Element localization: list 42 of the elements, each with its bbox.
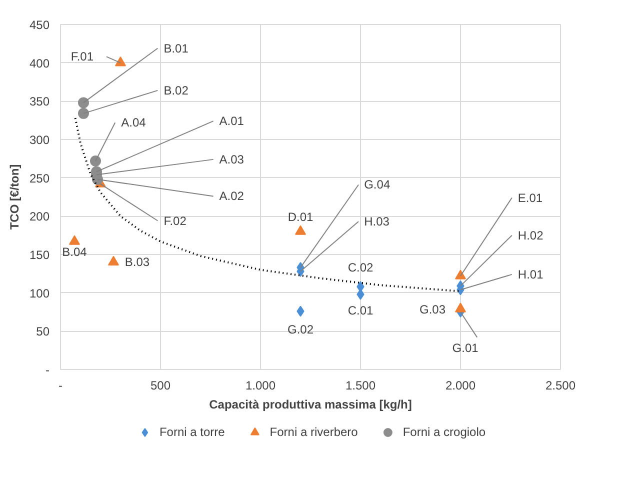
annotation: G.01 bbox=[452, 341, 479, 356]
annotation: G.04 bbox=[364, 178, 390, 192]
y-tick-label: 350 bbox=[29, 94, 50, 109]
annotation: A.03 bbox=[219, 152, 244, 166]
y-tick-label: 450 bbox=[29, 18, 50, 32]
x-tick-label: 1.500 bbox=[345, 378, 376, 392]
annotation: B.02 bbox=[164, 83, 189, 98]
y-tick-label: 200 bbox=[29, 210, 50, 224]
annotation: A.02 bbox=[219, 189, 244, 204]
y-tick-label: 150 bbox=[29, 248, 50, 262]
x-tick-label: 2.000 bbox=[445, 378, 476, 392]
x-tick-label: 2.500 bbox=[545, 378, 576, 392]
y-tick-label: 300 bbox=[29, 133, 50, 147]
legend-label: Forni a riverbero bbox=[270, 425, 358, 439]
y-tick-label: 400 bbox=[29, 56, 50, 70]
x-tick-label: 500 bbox=[150, 378, 171, 392]
annotation: H.01 bbox=[518, 267, 544, 282]
x-axis-title: Capacità produttiva massima [kg/h] bbox=[209, 398, 412, 412]
annotation: C.01 bbox=[348, 303, 374, 318]
annotation: A.04 bbox=[121, 116, 146, 130]
x-tick-label: - bbox=[58, 378, 62, 392]
annotation: C.02 bbox=[348, 260, 374, 275]
annotation: A.01 bbox=[219, 114, 244, 128]
annotation: F.02 bbox=[164, 214, 187, 228]
annotation: B.01 bbox=[164, 41, 189, 56]
annotation: D.01 bbox=[288, 210, 314, 224]
y-tick-label: 50 bbox=[36, 324, 50, 339]
x-tick-label: 1.000 bbox=[245, 378, 276, 392]
annotation: G.03 bbox=[419, 302, 446, 317]
annotation: F.01 bbox=[70, 50, 94, 64]
annotation: G.02 bbox=[287, 322, 314, 337]
y-tick-label: 100 bbox=[29, 286, 50, 300]
annotation: H.03 bbox=[364, 214, 390, 229]
annotation: E.01 bbox=[518, 190, 543, 205]
annotation: B.04 bbox=[62, 245, 88, 260]
annotation: H.02 bbox=[518, 228, 544, 242]
y-tick-label: - bbox=[46, 363, 50, 377]
y-axis-title: TCO [€/ton] bbox=[7, 164, 22, 230]
y-tick-label: 250 bbox=[29, 171, 50, 186]
legend-label: Forni a torre bbox=[159, 425, 225, 439]
annotation: B.03 bbox=[124, 255, 150, 270]
legend-label: Forni a crogiolo bbox=[402, 425, 486, 439]
